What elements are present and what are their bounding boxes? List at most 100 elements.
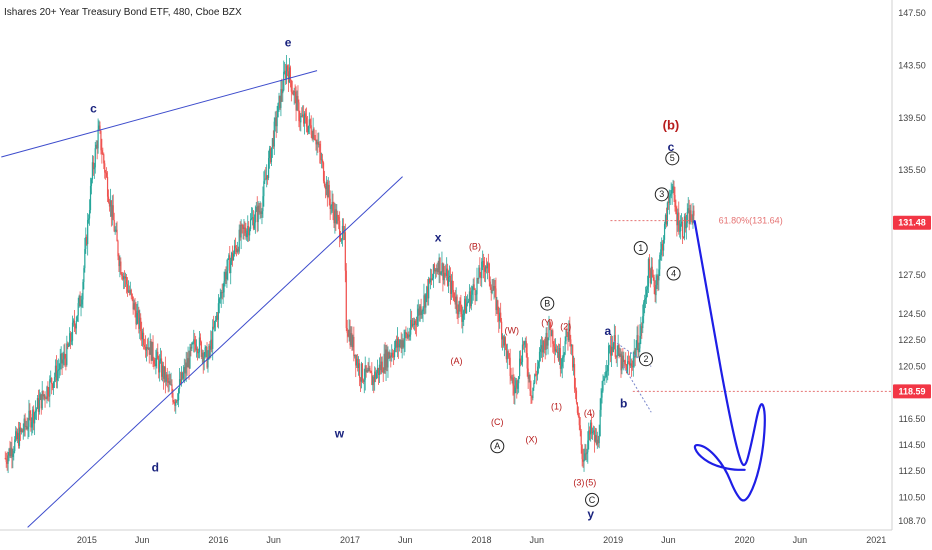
candle-body [74,325,76,329]
candle-body [185,362,187,374]
candle-body [449,275,452,294]
y-tick-label: 114.50 [899,440,926,450]
candle-body [648,259,650,271]
candle-body [647,259,650,287]
candle-body [313,129,315,139]
candle-body [447,268,449,286]
candle-body [678,212,680,232]
x-tick-label: Jun [661,535,676,545]
candle-body [127,290,130,292]
candle-body [250,219,252,230]
candle-body [299,121,301,123]
candle-body [203,356,205,363]
candle-body [393,348,396,358]
candle-body [623,360,625,362]
candle-body [232,253,235,261]
candle-body [674,194,676,208]
candle-body [435,269,437,272]
candle-body [111,205,113,217]
candle-body [178,388,180,401]
wave-label: (4) [584,408,595,418]
candle-body [243,227,245,229]
candle-body [535,374,537,376]
candle-body [184,367,186,374]
candle-body [181,372,183,379]
candle-body [639,335,641,349]
y-tick-label: 124.50 [898,309,926,319]
candle-body [229,255,231,274]
candle-body [39,394,41,400]
candle-body [263,181,265,197]
candle-body [122,275,124,280]
candle-body [170,384,172,386]
candle-body [594,435,597,442]
candle-body [614,335,616,357]
candle-body [482,260,484,262]
candle-body [73,320,76,326]
candle-body [612,343,615,352]
candle-body [131,294,133,297]
candle-body [526,353,528,369]
candle-body [221,292,223,294]
candle-body [296,95,298,111]
candle-body [523,341,525,345]
wave-label: (W) [505,325,520,335]
candle-body [173,401,175,403]
candle-body [138,310,140,329]
candle-body [294,91,296,93]
candle-body [162,365,165,379]
candle-body [637,335,639,353]
candle-body [174,402,176,406]
candle-body [599,409,601,437]
candle-body [254,211,256,223]
candle-body [271,138,273,148]
candle-body [322,162,325,182]
candle-body [34,410,37,413]
candle-body [316,141,318,145]
candle-body [200,341,202,357]
candle-body [47,386,49,396]
candle-body [686,211,688,223]
candle-body [251,217,254,219]
candle-body [541,345,543,353]
x-tick-label: 2018 [472,535,492,545]
candle-body [87,219,89,245]
candle-body [337,214,339,217]
candle-body [109,200,112,207]
candle-body [331,202,333,206]
candle-body [519,358,522,364]
candle-body [427,286,429,299]
candle-body [129,289,131,293]
candle-body [338,216,340,221]
candle-body [603,378,605,381]
y-tick-label: 139.50 [898,113,926,123]
candle-body [682,237,685,238]
candle-body [164,366,166,382]
candle-body [216,315,219,320]
candle-body [148,347,150,355]
circled-wave-label: 1 [638,243,643,253]
candle-body [281,89,283,94]
candle-body [235,247,237,252]
circled-wave-marker [638,352,653,367]
candle-body [472,284,474,291]
candle-body [312,129,314,139]
candle-body [201,352,203,357]
candle-body [587,440,589,453]
candle-body [617,344,619,350]
candle-body [247,225,249,231]
candle-body [33,409,35,424]
candle-body [414,320,417,324]
candle-body [393,355,395,358]
candle-body [392,352,394,356]
candle-body [291,91,293,93]
candle-body [608,345,610,366]
candle-body [269,148,272,163]
circled-wave-label: 4 [671,268,676,278]
candle-body [460,304,462,314]
wave-label: x [435,230,442,244]
candle-body [149,341,151,355]
wave-label: d [152,461,159,475]
candle-body [79,295,81,307]
